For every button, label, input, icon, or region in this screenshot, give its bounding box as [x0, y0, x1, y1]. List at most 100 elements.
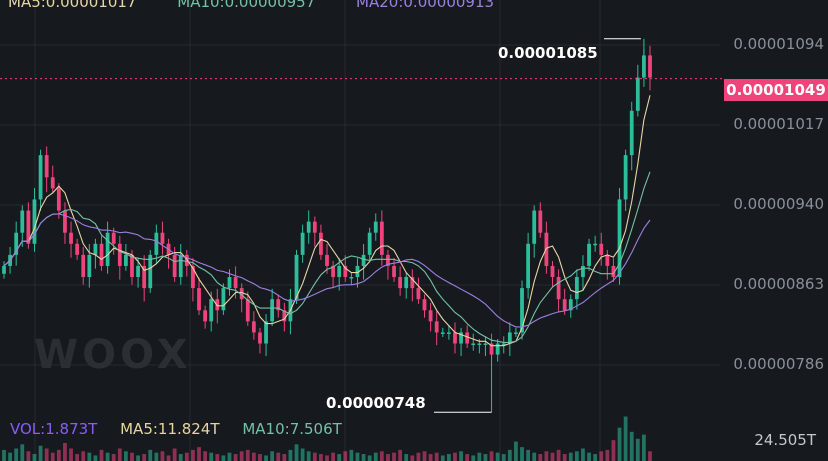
vol-ma5-value: MA5:11.824T [120, 420, 220, 438]
volume-bar [87, 452, 92, 461]
candle-body [81, 254, 86, 278]
vol-ma10-value: MA10:7.506T [242, 420, 342, 438]
candle-body [379, 221, 384, 255]
volume-bar [319, 454, 323, 461]
candle-body [422, 299, 427, 311]
volume-bar [507, 449, 512, 461]
candle-body [154, 232, 159, 255]
volume-bar [514, 441, 518, 461]
candle-body [300, 232, 305, 255]
volume-bar [416, 452, 421, 461]
candle-body [294, 254, 299, 300]
candle-body [270, 299, 275, 322]
volume-bar [392, 452, 396, 461]
candle-body [184, 254, 189, 266]
volume-bar [26, 451, 31, 461]
volume-bar [178, 454, 183, 461]
volume-bar [605, 449, 610, 461]
markers [0, 38, 724, 413]
candle-body [191, 265, 195, 289]
volume-bar [81, 451, 86, 461]
candle-body [276, 299, 281, 311]
vol-value: VOL:1.873T [10, 420, 98, 438]
volume-bar [325, 455, 329, 461]
ma5-line [3, 95, 651, 347]
volume-bar [276, 452, 281, 461]
volume-bar [544, 451, 549, 461]
candle-body [14, 232, 19, 255]
candle-body [398, 277, 403, 289]
volume-bar [32, 454, 37, 461]
volume-bar [142, 454, 147, 461]
candle-body [471, 343, 476, 346]
price-axis-label-4: 0.00000863 [733, 275, 824, 293]
volume-legend: VOL:1.873T MA5:11.824T MA10:7.506T [10, 420, 360, 438]
volume-bar [495, 452, 500, 461]
candle-body [373, 221, 378, 233]
volume-bar [471, 455, 476, 461]
volume-bar [312, 452, 317, 461]
volume-bar [361, 454, 366, 461]
volume-bar [20, 444, 25, 461]
candle-body [227, 277, 232, 289]
volume-bar [264, 455, 268, 461]
volume-bar [562, 454, 567, 461]
volume-bar [154, 452, 159, 461]
candle-body [538, 210, 543, 233]
volume-bar [422, 451, 427, 461]
candle-body [264, 321, 268, 344]
candle-body [209, 299, 214, 322]
candle-body [349, 277, 354, 279]
volume-bar [166, 455, 171, 461]
candle-body [526, 243, 531, 289]
candle-body [574, 277, 579, 300]
volume-bar [331, 452, 335, 461]
candle-body [258, 332, 262, 344]
candle-body [562, 299, 567, 311]
candle-body [312, 221, 317, 233]
volume-bar [93, 455, 98, 461]
candle-body [386, 254, 390, 266]
candle-body [75, 243, 80, 255]
candle-body [532, 210, 537, 244]
candle-body [26, 210, 31, 244]
candle-body [203, 310, 208, 322]
candle-body [507, 332, 512, 344]
candle-body [56, 188, 61, 211]
volume-bar [8, 452, 12, 461]
candle-body [392, 265, 396, 278]
candle-body [282, 310, 287, 322]
price-axis-label-1: 0.00001094 [733, 35, 824, 53]
volume-bar [550, 452, 555, 461]
price-axis-label-2: 0.00001017 [733, 115, 824, 133]
candle-body [361, 254, 366, 266]
candle-body [221, 288, 226, 311]
volume-bar [38, 445, 43, 461]
candle-body [465, 332, 470, 344]
candle-body [416, 288, 421, 300]
volume-bar [343, 451, 348, 461]
volume-bar [306, 451, 311, 461]
candle-body [233, 277, 238, 289]
volume-bar [99, 449, 104, 461]
volume-bar [538, 454, 543, 461]
volume-bar [642, 434, 646, 461]
candle-body [20, 210, 25, 233]
volume-bar [373, 452, 378, 461]
volume-bar [617, 427, 622, 461]
volume-bar [148, 449, 153, 461]
volume-bar [197, 447, 201, 461]
candle-body [93, 243, 98, 255]
volume-bar [288, 449, 293, 461]
candle-body [87, 254, 92, 278]
candle-body [483, 343, 488, 346]
candle-body [648, 55, 652, 78]
volume-bar [111, 454, 116, 461]
volume-bar [635, 438, 640, 461]
volume-bar [386, 454, 390, 461]
volume-bar [477, 452, 482, 461]
volume-bar [446, 454, 451, 461]
candle-body [251, 321, 256, 333]
